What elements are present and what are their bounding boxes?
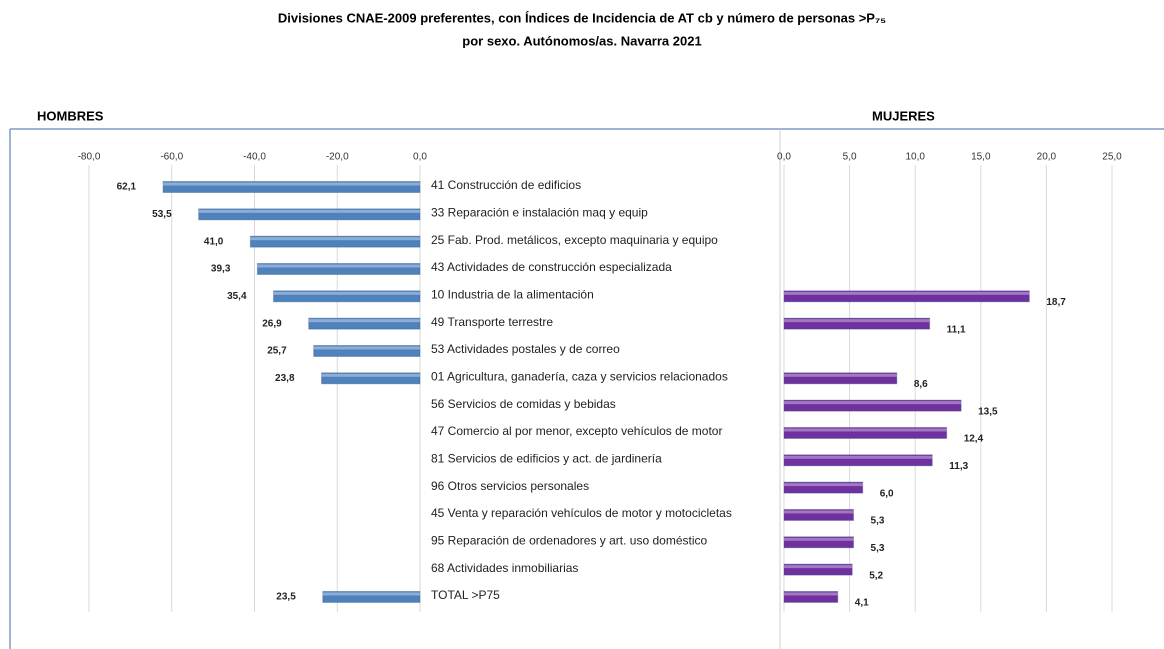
bar [783, 454, 933, 467]
bar [308, 317, 421, 330]
x-tick-label: 10,0 [905, 152, 925, 163]
x-tick-label: -20,0 [326, 152, 349, 163]
category-label: 41 Construcción de edificios [431, 178, 581, 192]
value-label: 11,3 [949, 461, 968, 472]
bar [198, 208, 421, 221]
value-label: 5,2 [869, 570, 883, 581]
value-label: 53,5 [152, 209, 172, 220]
value-label: 23,5 [276, 592, 296, 603]
bar [783, 481, 864, 494]
x-tick-label: -80,0 [78, 152, 101, 163]
value-label: 25,7 [267, 346, 287, 357]
bar [783, 317, 931, 330]
x-tick-label: -40,0 [243, 152, 266, 163]
bar [313, 344, 421, 357]
category-label: 25 Fab. Prod. metálicos, excepto maquina… [431, 233, 718, 247]
x-tick-label: 5,0 [843, 152, 857, 163]
value-label: 13,5 [978, 406, 998, 417]
category-label: 95 Reparación de ordenadores y art. uso … [431, 533, 707, 547]
category-label: 47 Comercio al por menor, excepto vehícu… [431, 424, 722, 438]
bar [162, 181, 421, 193]
panel-title: MUJERES [872, 108, 935, 123]
x-tick-label: 0,0 [413, 152, 427, 163]
category-label: 56 Servicios de comidas y bebidas [431, 397, 616, 411]
bar [783, 372, 898, 385]
value-label: 23,8 [275, 373, 295, 384]
value-label: 12,4 [964, 434, 984, 445]
value-label: 8,6 [914, 379, 928, 390]
bar [249, 235, 421, 248]
category-label: 10 Industria de la alimentación [431, 287, 594, 301]
chart-title: Divisiones CNAE-2009 preferentes, con Ín… [278, 10, 886, 25]
category-label: TOTAL >P75 [431, 588, 500, 602]
category-label: 68 Actividades inmobiliarias [431, 561, 578, 575]
category-label: 81 Servicios de edificios y act. de jard… [431, 451, 662, 465]
category-label: 01 Agricultura, ganadería, caza y servic… [431, 369, 728, 383]
category-label: 45 Venta y reparación vehículos de motor… [431, 506, 732, 520]
x-tick-label: 25,0 [1102, 152, 1122, 163]
value-label: 35,4 [227, 291, 247, 302]
bar [783, 399, 962, 412]
value-label: 18,7 [1046, 297, 1066, 308]
value-label: 4,1 [855, 598, 869, 609]
bar [321, 372, 421, 385]
bar [783, 290, 1030, 303]
value-label: 5,3 [871, 543, 885, 554]
panel-title: HOMBRES [37, 108, 104, 123]
value-label: 39,3 [211, 264, 231, 275]
bar [783, 590, 839, 603]
x-tick-label: 0,0 [777, 152, 791, 163]
bar [783, 536, 855, 549]
category-label: 53 Actividades postales y de correo [431, 342, 620, 356]
bar [783, 426, 948, 439]
category-label: 43 Actividades de construcción especiali… [431, 260, 672, 274]
chart-subtitle: por sexo. Autónomos/as. Navarra 2021 [462, 33, 701, 48]
category-label: 33 Reparación e instalación maq y equip [431, 206, 648, 220]
value-label: 5,3 [871, 516, 885, 527]
value-label: 6,0 [880, 488, 894, 499]
value-label: 26,9 [262, 318, 282, 329]
category-label: 96 Otros servicios personales [431, 479, 589, 493]
x-tick-label: 20,0 [1037, 152, 1057, 163]
bar [273, 290, 421, 303]
bar [783, 563, 853, 576]
value-label: 41,0 [204, 236, 224, 247]
value-label: 62,1 [117, 182, 137, 193]
bar [783, 508, 855, 521]
x-tick-label: 15,0 [971, 152, 991, 163]
value-label: 11,1 [947, 324, 966, 335]
bar [256, 262, 421, 275]
x-tick-label: -60,0 [160, 152, 183, 163]
category-label: 49 Transporte terrestre [431, 315, 553, 329]
bar [322, 590, 421, 603]
